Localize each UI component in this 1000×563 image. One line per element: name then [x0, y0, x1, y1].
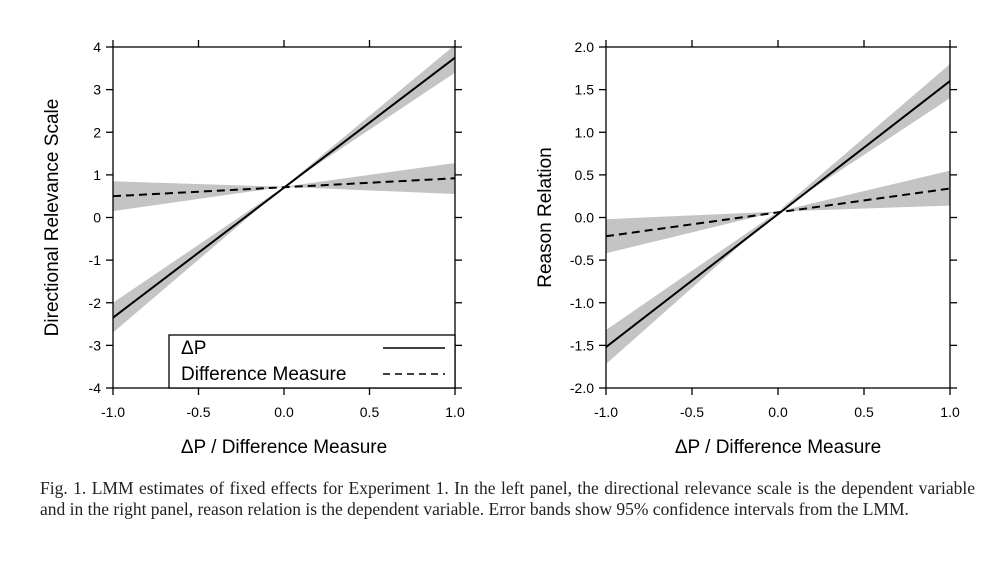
y-tick-label: -4	[89, 380, 102, 396]
legend-box	[168, 334, 456, 389]
series-line-difference-measure	[605, 187, 951, 238]
legend-label: Difference Measure	[181, 364, 346, 385]
legend-label: ΔP	[181, 338, 206, 359]
left-panel: -1.0 -0.5 0.0 0.5 1.0 -4 -3 -2 -1 0 1 2 3 4 ΔP / Diffe…	[42, 39, 465, 458]
y-tick-label: -1.0	[570, 295, 594, 311]
y-tick-label: 3	[93, 82, 101, 98]
y-tick-label: 1.5	[575, 82, 595, 98]
y-tick-label: 1	[93, 167, 101, 183]
x-tick-label: 0.0	[768, 404, 788, 420]
figure: -1.0 -0.5 0.0 0.5 1.0 -4 -3 -2 -1 0 1 2 3 4 ΔP / Diffe…	[42, 39, 960, 458]
y-tick-label: 1.0	[575, 124, 595, 140]
right-panel: -1.0 -0.5 0.0 0.5 1.0 -2.0 -1.5 -1.0 -0.5 0.0 0.5 1…	[535, 39, 960, 458]
x-tick-label: 0.0	[274, 404, 294, 420]
series-line-delta-p	[605, 80, 951, 348]
confidence-band-delta-p	[606, 64, 950, 365]
confidence-band-difference-measure	[113, 162, 455, 212]
y-tick-label: -1	[89, 252, 102, 268]
y-tick-label: 0.5	[575, 167, 595, 183]
confidence-band-difference-measure	[606, 170, 950, 254]
y-tick-label: 0	[93, 210, 101, 226]
x-tick-label: -0.5	[186, 404, 210, 420]
x-tick-label: -1.0	[101, 404, 125, 420]
y-tick-label: -0.5	[570, 252, 594, 268]
y-tick-label: -2.0	[570, 380, 594, 396]
y-tick-label: -3	[89, 337, 102, 353]
y-axis-title: Directional Relevance Scale	[42, 99, 63, 337]
y-axis-title: Reason Relation	[535, 147, 556, 287]
x-tick-label: 0.5	[360, 404, 380, 420]
legend: ΔP Difference Measure	[168, 334, 456, 389]
x-axis-title: ΔP / Difference Measure	[181, 437, 387, 458]
x-tick-label: -1.0	[594, 404, 618, 420]
figure-caption: Fig. 1. LMM estimates of fixed effects f…	[40, 478, 975, 519]
x-tick-label: 1.0	[940, 404, 960, 420]
y-tick-label: 2	[93, 124, 101, 140]
x-tick-label: -0.5	[680, 404, 704, 420]
x-tick-label: 0.5	[854, 404, 874, 420]
series-line-difference-measure	[112, 177, 456, 198]
y-tick-label: -2	[89, 295, 102, 311]
y-tick-label: 4	[93, 39, 101, 55]
y-tick-label: 2.0	[575, 39, 595, 55]
y-tick-label: 0.0	[575, 210, 595, 226]
x-axis-title: ΔP / Difference Measure	[675, 437, 881, 458]
y-tick-label: -1.5	[570, 337, 594, 353]
confidence-band-delta-p	[113, 44, 455, 333]
x-tick-label: 1.0	[445, 404, 465, 420]
